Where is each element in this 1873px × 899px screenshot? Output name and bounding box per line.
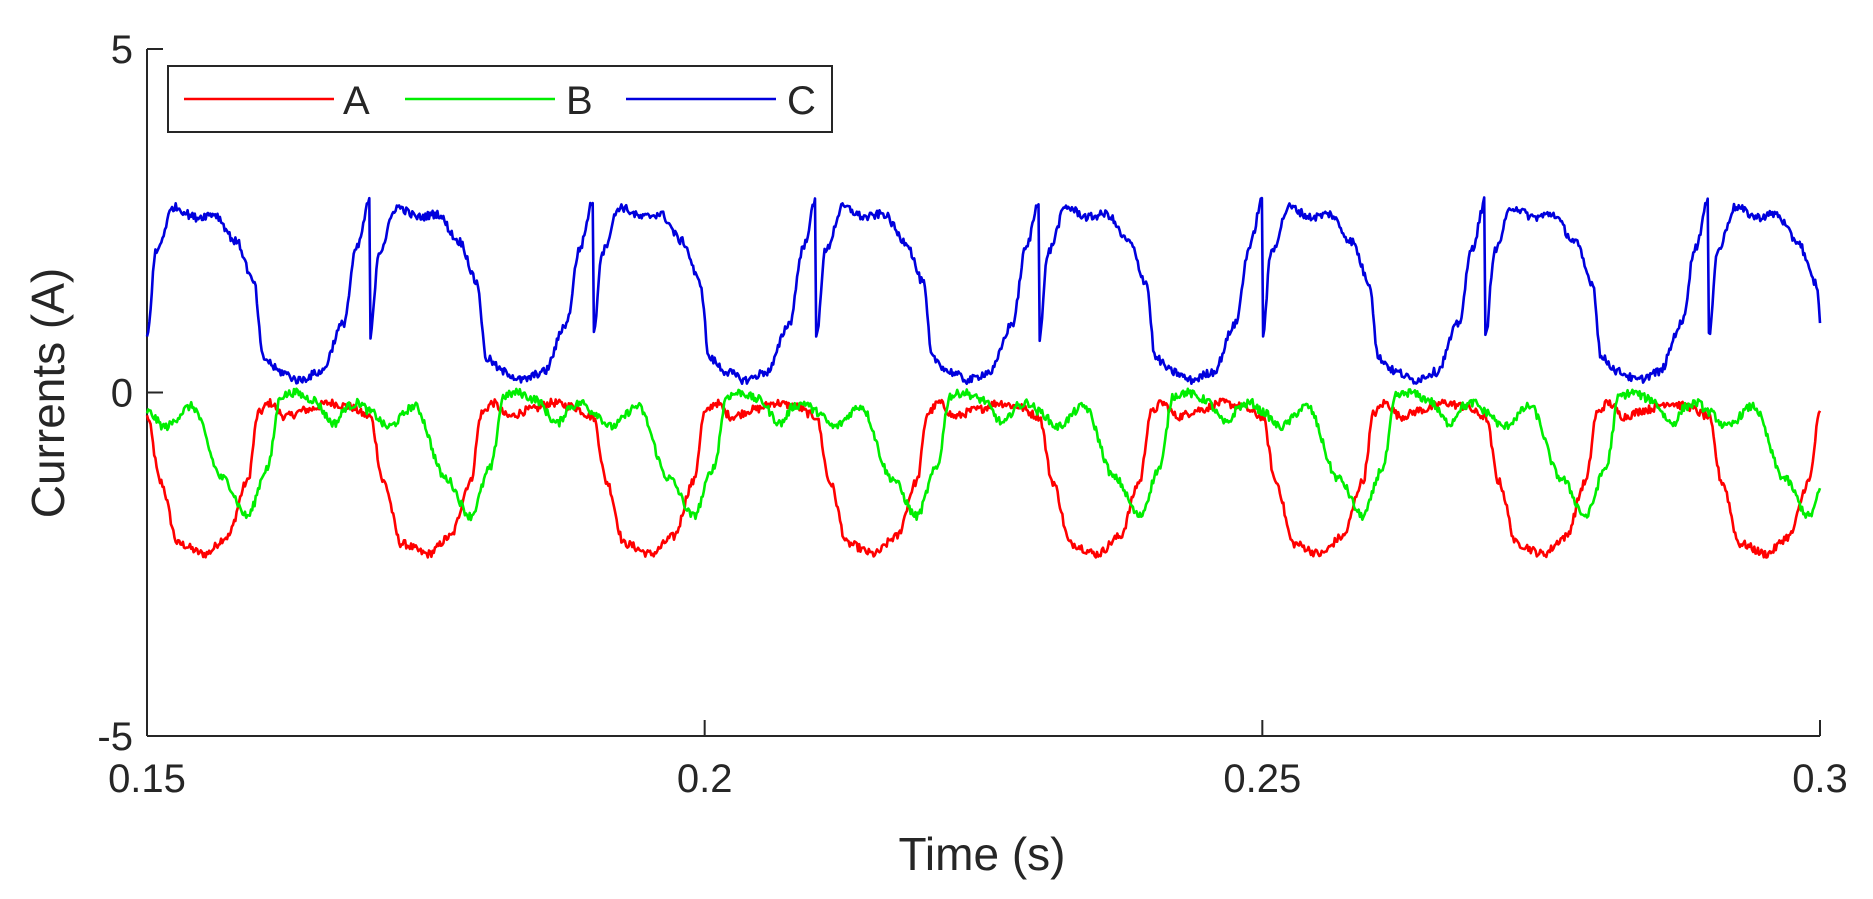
legend-label-b: B — [566, 79, 593, 123]
legend-label-c: C — [787, 79, 816, 123]
x-tick-label: 0.25 — [1223, 757, 1301, 801]
series-line-a — [145, 397, 1822, 559]
y-tick-label: 0 — [111, 372, 133, 416]
x-tick-label: 0.2 — [677, 757, 733, 801]
x-tick-label: 0.3 — [1792, 757, 1848, 801]
series-layer — [145, 196, 1822, 559]
y-axis-label: Currents (A) — [22, 268, 74, 518]
series-line-c — [145, 196, 1822, 385]
y-tick-label: 5 — [111, 28, 133, 72]
axes: 0.15 0.2 0.25 0.3 -5 0 5 — [97, 28, 1847, 801]
legend-label-a: A — [343, 79, 370, 123]
legend: A B C — [167, 65, 833, 133]
x-axis-label: Time (s) — [899, 828, 1066, 880]
x-tick-label: 0.15 — [108, 757, 186, 801]
series-line-b — [145, 387, 1822, 522]
y-tick-label: -5 — [97, 715, 133, 759]
